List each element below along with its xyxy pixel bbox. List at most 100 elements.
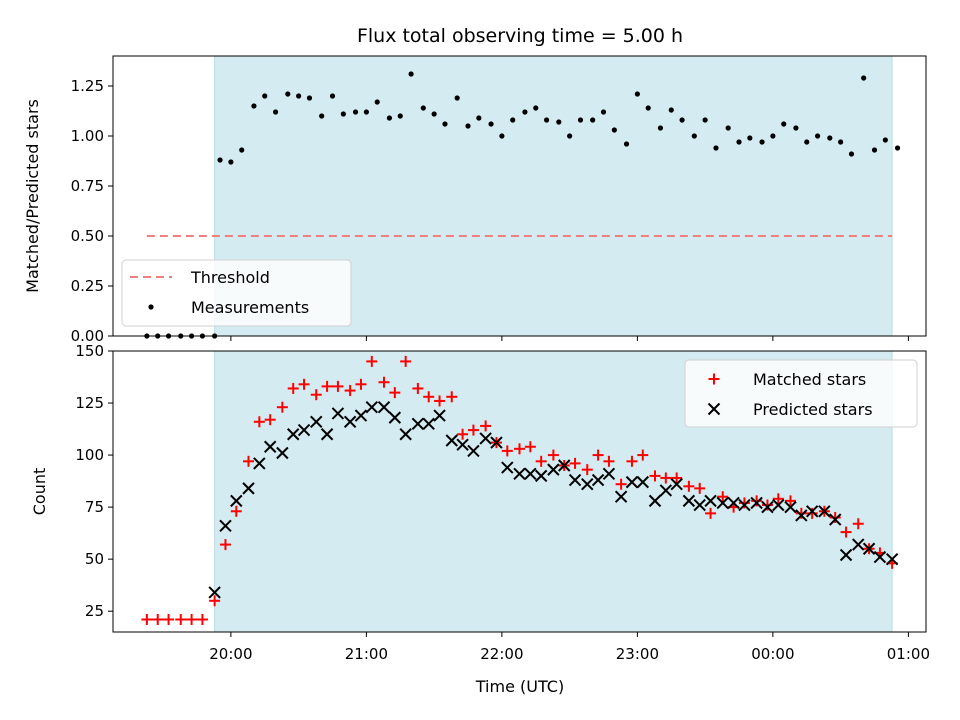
matched-point bbox=[400, 355, 412, 367]
measurement-point bbox=[522, 109, 528, 115]
predicted-point-b bbox=[456, 438, 469, 451]
matched-point bbox=[253, 416, 265, 428]
measurement-point bbox=[657, 125, 664, 131]
matched-point bbox=[163, 614, 175, 626]
predicted-point bbox=[839, 548, 853, 562]
matched-point bbox=[310, 389, 322, 401]
predicted-point bbox=[354, 409, 368, 422]
matched-point bbox=[785, 495, 796, 507]
measurement-point bbox=[285, 91, 291, 97]
measurement-point bbox=[306, 95, 313, 101]
legend-matched-label: Matched stars bbox=[753, 370, 866, 389]
matched-point bbox=[457, 428, 469, 440]
measurement-point bbox=[386, 115, 393, 121]
matched-point bbox=[175, 614, 187, 626]
bottom-panel: 25 50 75 100 125 150 20:00 21:00 22:00 23:00 00:00… bbox=[30, 342, 930, 663]
measurement-point bbox=[600, 109, 607, 115]
matched-point bbox=[683, 480, 695, 492]
bottom-legend-box bbox=[684, 359, 918, 428]
matched-point bbox=[186, 614, 198, 626]
predicted-point bbox=[558, 459, 571, 472]
measurement-point bbox=[251, 103, 257, 109]
matched-point bbox=[152, 614, 164, 626]
predicted-point bbox=[784, 500, 797, 514]
measurement-point bbox=[420, 105, 426, 111]
measurement-point bbox=[217, 157, 223, 163]
predicted-point bbox=[501, 461, 514, 474]
predicted-point-b bbox=[716, 496, 729, 510]
predicted-point-b bbox=[365, 400, 379, 414]
predicted-point-b bbox=[253, 457, 266, 470]
measurement-point bbox=[713, 145, 719, 151]
predicted-point bbox=[534, 469, 548, 483]
predicted-point bbox=[614, 490, 628, 503]
predicted-point bbox=[456, 438, 469, 451]
predicted-point bbox=[467, 444, 480, 458]
x-tick-label: 20:00 bbox=[209, 645, 252, 663]
predicted-point-b bbox=[829, 513, 842, 526]
predicted-point-b bbox=[479, 432, 492, 445]
predicted-point-b bbox=[839, 548, 853, 562]
predicted-point-b bbox=[445, 434, 458, 447]
predicted-point-b bbox=[581, 478, 594, 491]
predicted-point bbox=[805, 505, 819, 518]
predicted-point-b bbox=[648, 494, 662, 508]
predicted-point bbox=[263, 440, 277, 453]
measurement-point bbox=[567, 133, 573, 139]
predicted-point bbox=[602, 467, 616, 481]
predicted-point-b bbox=[513, 467, 526, 481]
predicted-point bbox=[287, 428, 300, 441]
measurement-point bbox=[793, 125, 799, 131]
predicted-point-b bbox=[208, 586, 221, 599]
matched-point bbox=[219, 539, 231, 551]
measurement-point bbox=[668, 107, 674, 113]
bottom-y-tick-label: 100 bbox=[75, 446, 104, 464]
predicted-point bbox=[276, 446, 289, 460]
predicted-point-b bbox=[761, 500, 774, 514]
predicted-point-b bbox=[568, 473, 582, 487]
matched-point bbox=[209, 595, 221, 607]
matched-point bbox=[243, 455, 254, 467]
matched-point bbox=[660, 472, 672, 484]
measurement-point bbox=[397, 113, 403, 119]
measurement-point bbox=[838, 139, 844, 145]
predicted-point-b bbox=[354, 409, 368, 422]
top-plot-border bbox=[112, 55, 927, 337]
measurement-point bbox=[702, 117, 708, 123]
top-y-tick-label: 1.25 bbox=[71, 77, 104, 95]
legend-predicted-swatch-b bbox=[707, 402, 721, 416]
matched-point bbox=[547, 449, 559, 461]
predicted-point-b bbox=[636, 475, 650, 489]
predicted-point bbox=[513, 467, 526, 481]
measurement-point bbox=[871, 147, 878, 153]
predicted-point-b bbox=[242, 482, 255, 495]
predicted-point bbox=[772, 498, 785, 512]
predicted-point-b bbox=[659, 484, 673, 497]
predicted-point bbox=[297, 423, 311, 437]
predicted-point bbox=[659, 484, 673, 497]
measurement-point bbox=[319, 113, 325, 119]
bottom-legend: Matched stars Predicted stars bbox=[684, 359, 918, 428]
matched-point bbox=[287, 382, 299, 394]
predicted-point-b bbox=[805, 505, 819, 518]
measurement-point bbox=[296, 93, 302, 99]
predicted-point bbox=[704, 494, 717, 508]
legend-measurements-label: Measurements bbox=[191, 298, 309, 317]
predicted-point-b bbox=[388, 411, 402, 424]
matched-point bbox=[738, 497, 750, 509]
predicted-point-b bbox=[818, 505, 831, 518]
measurement-point bbox=[374, 99, 380, 105]
measurement-point bbox=[759, 139, 765, 145]
measurement-point bbox=[827, 135, 833, 141]
predicted-point-b bbox=[411, 417, 425, 431]
x-tick-label: 23:00 bbox=[616, 645, 659, 663]
x-tick-label: 00:00 bbox=[751, 645, 794, 663]
predicted-point bbox=[422, 417, 435, 431]
predicted-point bbox=[253, 457, 266, 470]
predicted-point-b bbox=[873, 550, 887, 564]
bottom-y-tick-label: 50 bbox=[85, 550, 104, 568]
predicted-point-b bbox=[331, 407, 345, 420]
measurement-point bbox=[431, 111, 437, 117]
top-legend-box bbox=[121, 259, 352, 327]
measurement-point bbox=[262, 93, 268, 99]
